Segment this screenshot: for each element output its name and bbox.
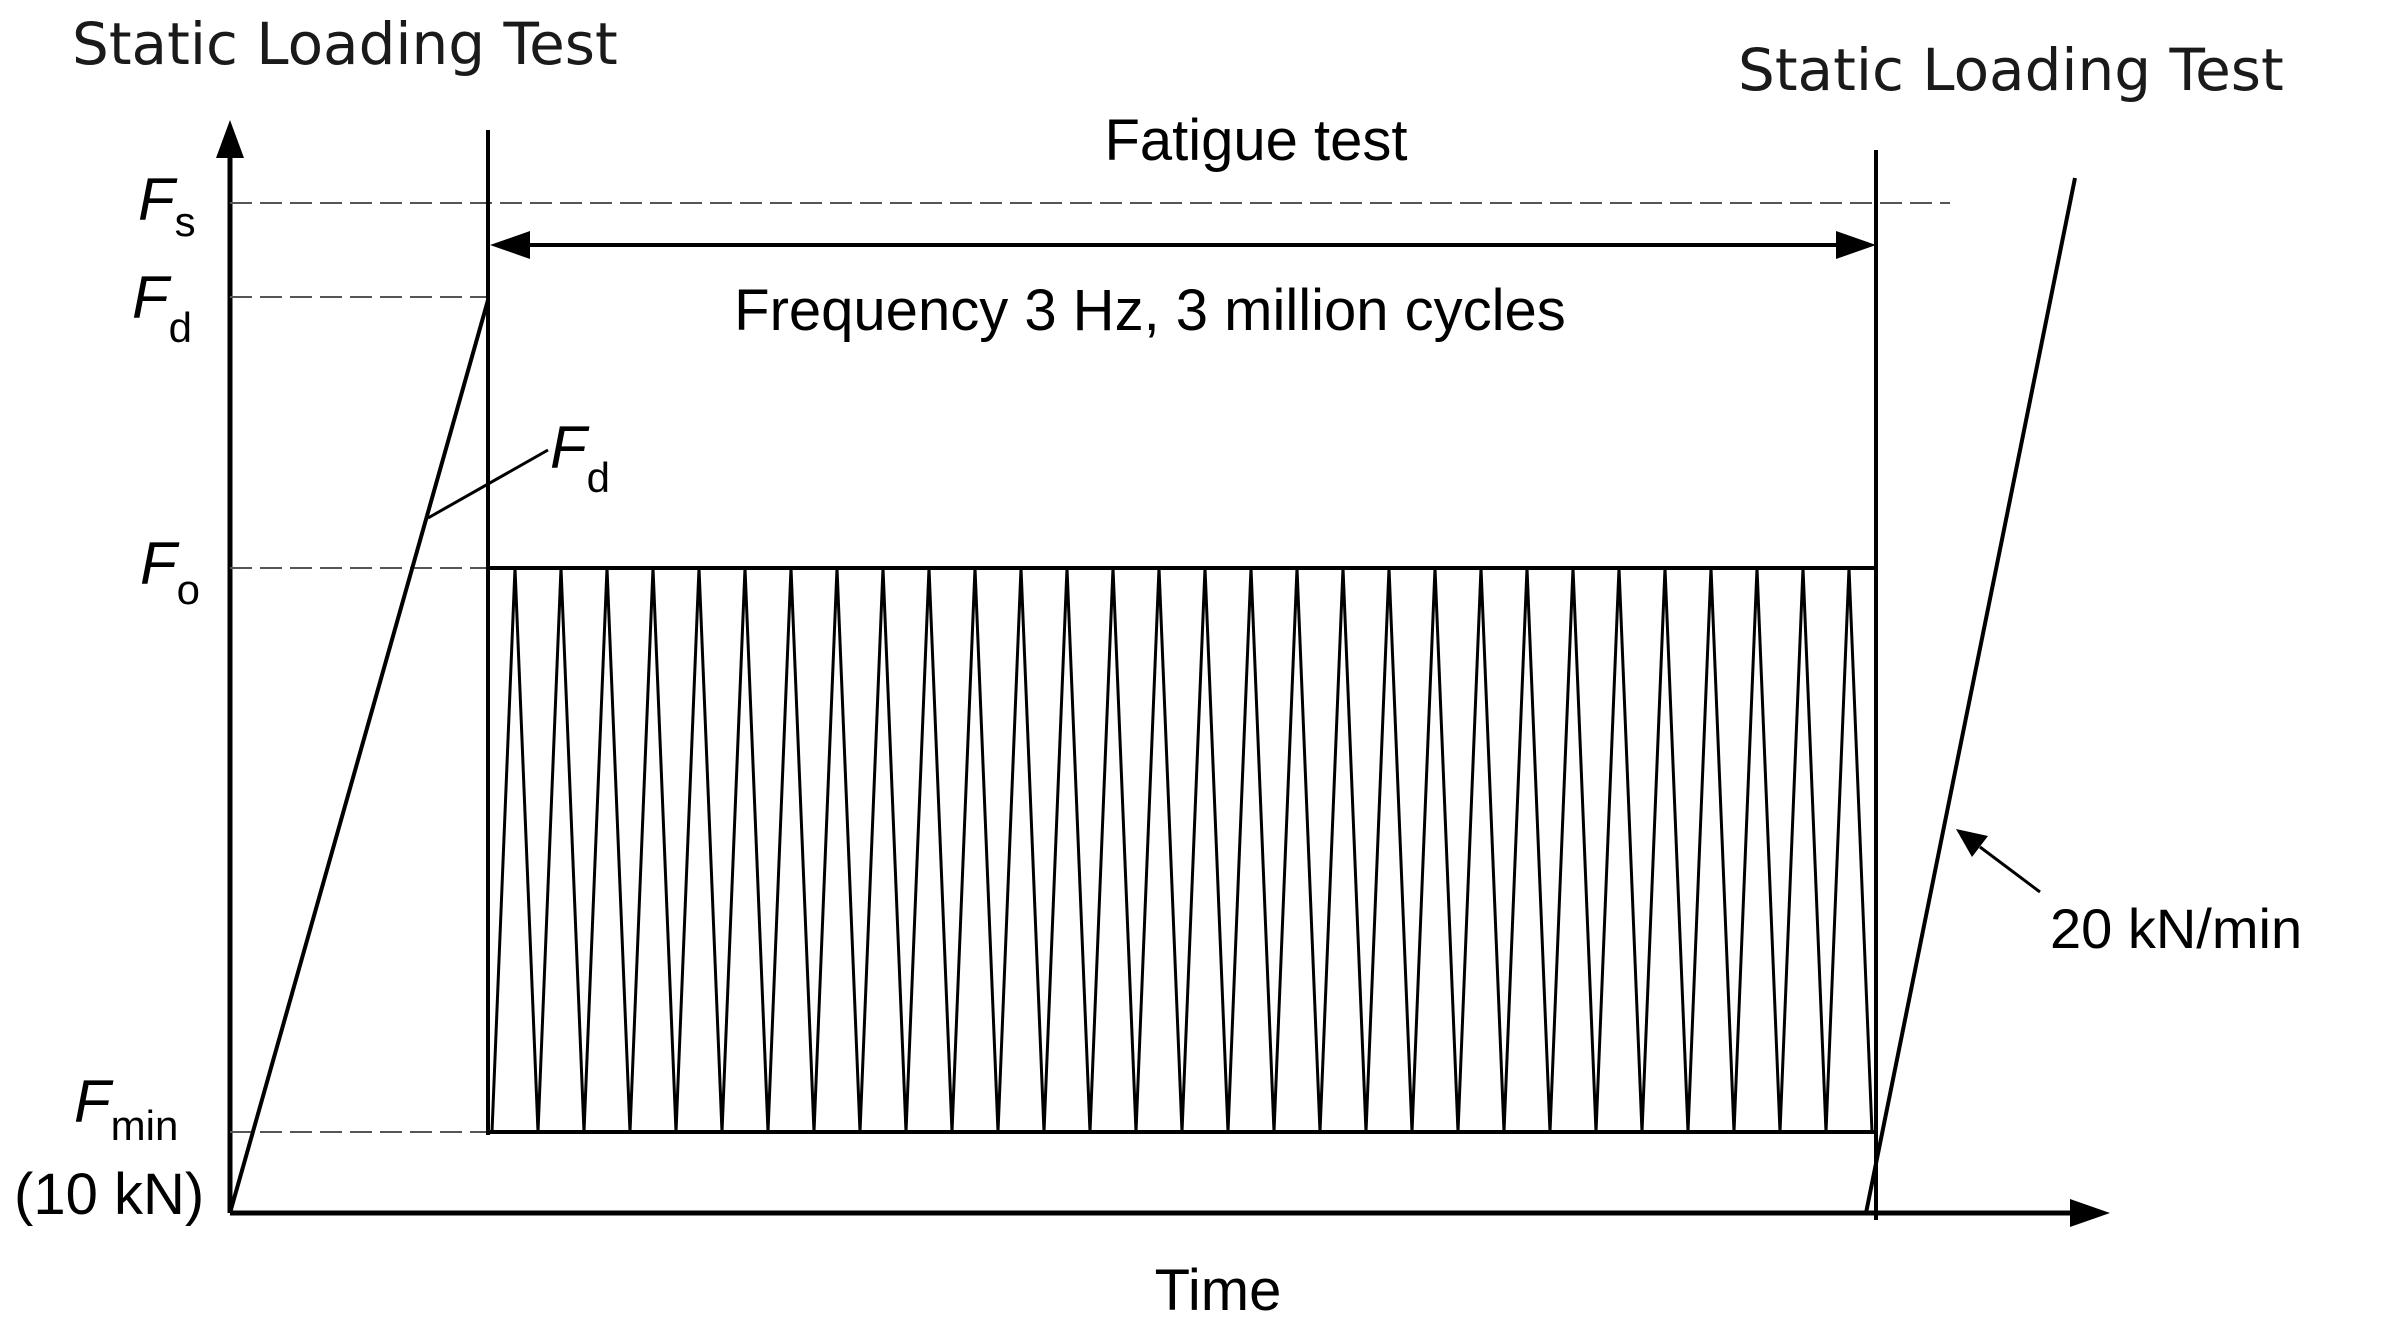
fd-slope-leader <box>427 448 549 520</box>
axes <box>216 120 2110 1227</box>
x-axis-arrowhead <box>2070 1199 2110 1227</box>
rate-leader-arrow <box>1956 829 2041 894</box>
duration-arrow-right-head <box>1836 231 1876 259</box>
y-axis-arrowhead <box>216 120 244 158</box>
fs-label: Fs <box>138 166 196 245</box>
fo-label: Fo <box>140 530 200 613</box>
fd-label: Fd <box>132 264 192 351</box>
static-ramp-right <box>1864 177 2077 1214</box>
left-static-test-label: Static Loading Test <box>72 10 618 78</box>
static-ramp-left <box>228 299 490 1214</box>
right-static-test-label: Static Loading Test <box>1738 36 2284 104</box>
reference-lines <box>230 202 1950 1133</box>
fmin-label: Fmin <box>74 1068 178 1149</box>
fatigue-test-label: Fatigue test <box>1104 108 1407 173</box>
fatigue-duration-arrow <box>490 231 1876 259</box>
fmin-value-label: (10 kN) <box>14 1162 204 1227</box>
fd-slope-label: Fd <box>550 414 610 501</box>
x-axis-label: Time <box>1155 1258 1282 1323</box>
duration-arrow-left-head <box>490 231 530 259</box>
rate-arrow-head <box>1956 829 1988 857</box>
rate-label: 20 kN/min <box>2050 897 2302 960</box>
frequency-label: Frequency 3 Hz, 3 million cycles <box>734 278 1566 343</box>
fatigue-cycle-wave <box>490 567 1874 1133</box>
